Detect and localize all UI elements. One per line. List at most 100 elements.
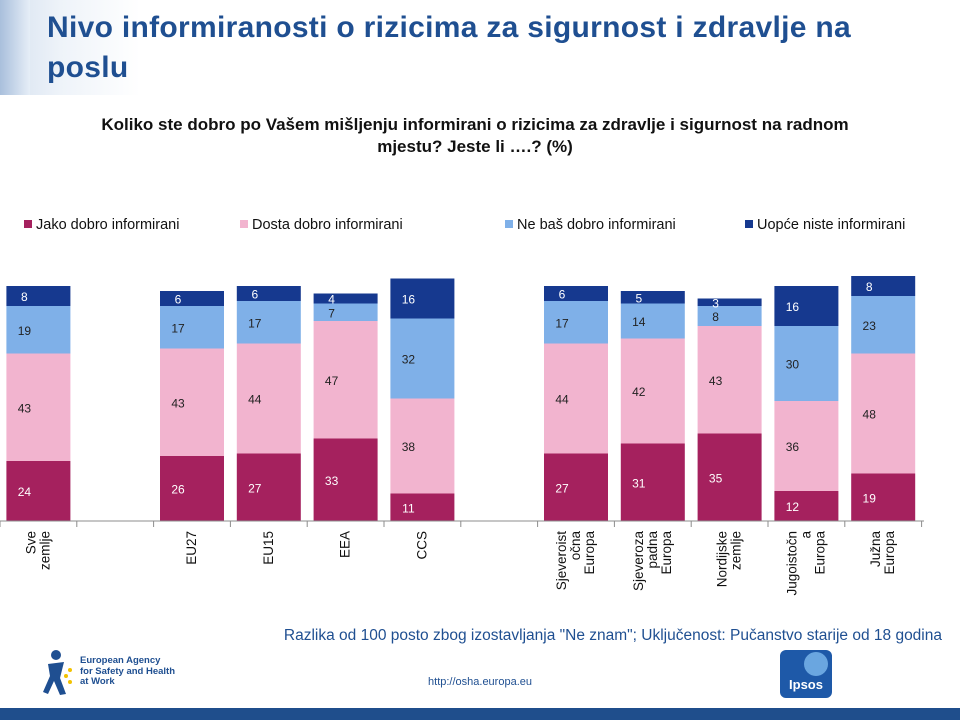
- chart-footnote: Razlika od 100 posto zbog izostavljanja …: [283, 627, 942, 644]
- bar-segment: [620, 291, 685, 304]
- bar-segment: [620, 303, 685, 339]
- bar-segment: [236, 286, 301, 301]
- header-band: [0, 0, 960, 95]
- data-label: 44: [248, 393, 262, 407]
- data-label: 8: [712, 310, 719, 324]
- x-tick-label-line: Europa: [812, 531, 827, 575]
- bar-segment: [774, 326, 839, 401]
- legend-swatch-2: [240, 220, 248, 228]
- data-label: 27: [555, 481, 569, 495]
- ipsos-logo-text: Ipsos: [789, 677, 823, 692]
- x-tick-label-line: Europa: [659, 531, 674, 575]
- x-tick-label-line: zemlje: [37, 531, 52, 570]
- legend-label-3: Ne baš dobro informirani: [517, 217, 676, 233]
- data-label: 30: [786, 358, 800, 372]
- bar-segment: [390, 278, 455, 319]
- data-label: 17: [555, 316, 569, 330]
- x-tick-label-line: očna: [568, 531, 583, 561]
- bar-segment: [851, 473, 916, 521]
- data-label: 8: [21, 290, 28, 304]
- data-label: 11: [402, 501, 415, 515]
- bar-segment: [236, 453, 301, 521]
- x-tick-label-line: CCS: [414, 531, 429, 560]
- data-label: 4: [328, 293, 335, 307]
- bar-segment: [620, 338, 685, 444]
- x-tick-label: EU15: [261, 531, 276, 565]
- data-label: 47: [325, 374, 339, 388]
- bar-segment: [6, 306, 71, 354]
- x-tick-label-line: EU27: [184, 531, 199, 565]
- bar-segment: [544, 301, 608, 344]
- eu-osha-logo: European Agency for Safety and Health at…: [40, 648, 260, 700]
- x-tick-label-line: Nordijske: [715, 531, 730, 587]
- footer-bar: [0, 708, 960, 720]
- data-label: 33: [325, 474, 339, 488]
- bar-segment: [390, 493, 455, 521]
- x-tick-label: CCS: [414, 531, 429, 560]
- bar-segment: [160, 348, 224, 456]
- data-label: 35: [709, 471, 723, 485]
- legend-label-2: Dosta dobro informirani: [252, 217, 403, 233]
- bar-segment: [236, 301, 301, 344]
- bar-segment: [160, 291, 224, 306]
- bar-segment: [6, 353, 71, 461]
- bar-segment: [6, 461, 71, 521]
- data-label: 6: [251, 288, 258, 302]
- bar-segment: [160, 456, 224, 521]
- data-label: 43: [171, 396, 185, 410]
- bar-segment: [313, 293, 378, 304]
- data-label: 32: [402, 353, 416, 367]
- logo-line-1: European Agency: [80, 655, 161, 666]
- x-tick-label-line: Jugoistočn: [784, 531, 799, 596]
- data-label: 7: [328, 306, 335, 320]
- data-label: 36: [786, 440, 800, 454]
- legend-swatch-3: [505, 220, 513, 228]
- data-label: 5: [635, 291, 642, 305]
- data-label: 26: [171, 483, 185, 497]
- legend-swatch-4: [745, 220, 753, 228]
- bar-segment: [6, 286, 71, 306]
- bar-segment: [697, 326, 762, 434]
- data-label: 24: [18, 485, 32, 499]
- x-tick-label: SjeveroistočnaEuropa: [554, 531, 597, 591]
- x-tick-label: JugoistočnaEuropa: [784, 531, 827, 596]
- x-tick-label-line: EEA: [338, 531, 353, 558]
- x-tick-label-line: a: [798, 531, 813, 539]
- data-label: 8: [866, 280, 873, 294]
- bar-segment: [313, 438, 378, 521]
- data-label: 17: [171, 321, 185, 335]
- bar-segment: [544, 286, 608, 301]
- x-tick-label-line: padna: [645, 531, 660, 569]
- data-label: 42: [632, 385, 646, 399]
- bar-segment: [851, 296, 916, 354]
- bar-segment: [160, 306, 224, 349]
- bar-segment: [544, 343, 608, 454]
- bar-segment: [313, 303, 378, 321]
- bar-segment: [390, 398, 455, 494]
- data-label: 31: [632, 476, 646, 490]
- legend-label-1: Jako dobro informirani: [36, 217, 179, 233]
- bar-segment: [851, 276, 916, 296]
- data-label: 43: [709, 374, 723, 388]
- legend-label-4: Uopće niste informirani: [757, 217, 905, 233]
- data-label: 44: [555, 393, 569, 407]
- bar-segment: [313, 321, 378, 439]
- x-tick-label-line: Europa: [882, 531, 897, 575]
- data-label: 19: [863, 491, 877, 505]
- logo-line-2: for Safety and Health: [80, 665, 176, 677]
- data-label: 6: [175, 293, 182, 307]
- bar-segment: [697, 306, 762, 326]
- ipsos-logo: Ipsos: [780, 650, 832, 698]
- x-tick-label: EEA: [338, 531, 353, 558]
- bar-segment: [697, 433, 762, 521]
- x-tick-label: JužnaEuropa: [868, 531, 897, 575]
- footer-url: http://osha.europa.eu: [428, 676, 532, 688]
- bar-segment: [620, 443, 685, 521]
- data-label: 14: [632, 315, 646, 329]
- data-label: 6: [559, 288, 566, 302]
- bar-segment: [774, 401, 839, 491]
- bar-segment: [774, 491, 839, 521]
- bar-segment: [697, 298, 762, 306]
- data-label: 16: [402, 293, 416, 307]
